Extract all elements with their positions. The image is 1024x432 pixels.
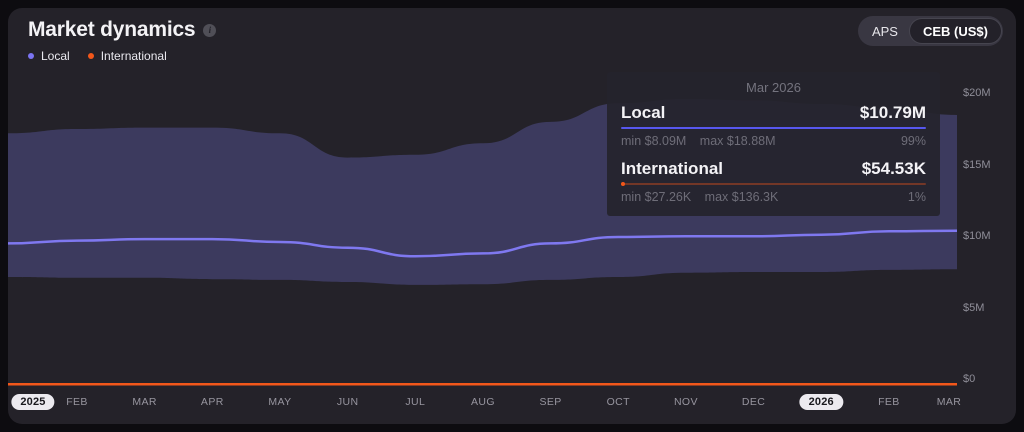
x-axis-year-pill: 2025 bbox=[11, 394, 54, 410]
x-axis-label: MAR bbox=[937, 396, 962, 408]
chart-legend: Local International bbox=[28, 49, 216, 63]
currency-toggle: APS CEB (US$) bbox=[858, 16, 1003, 46]
market-dynamics-card: Market dynamics i Local International AP… bbox=[8, 8, 1016, 424]
y-axis-label: $5M bbox=[963, 302, 984, 314]
y-axis-label: $20M bbox=[963, 87, 991, 99]
x-axis-label: NOV bbox=[674, 396, 698, 408]
toggle-option-aps[interactable]: APS bbox=[860, 20, 910, 43]
y-axis-label: $10M bbox=[963, 230, 991, 242]
x-axis-label: FEB bbox=[878, 396, 900, 408]
local-series-dot-icon bbox=[28, 53, 34, 59]
tooltip-min: min $27.26K bbox=[621, 190, 691, 204]
tooltip-date: Mar 2026 bbox=[621, 80, 926, 95]
y-axis-label: $15M bbox=[963, 159, 991, 171]
tooltip-series-name: Local bbox=[621, 100, 665, 125]
page-title: Market dynamics bbox=[28, 18, 195, 42]
tooltip-series-name: International bbox=[621, 156, 723, 181]
tooltip-local-rule bbox=[621, 127, 926, 129]
screenshot: Market dynamics i Local International AP… bbox=[0, 0, 1024, 432]
x-axis-label: AUG bbox=[471, 396, 495, 408]
x-axis-year-pill: 2026 bbox=[800, 394, 843, 410]
tooltip-min: min $8.09M bbox=[621, 134, 686, 148]
x-axis-label: JUL bbox=[405, 396, 425, 408]
rule-dot-icon bbox=[621, 182, 625, 186]
card-header: Market dynamics i Local International bbox=[28, 18, 216, 63]
tooltip-series-value: $10.79M bbox=[860, 100, 926, 125]
x-axis-label: DEC bbox=[742, 396, 765, 408]
tooltip-series-value: $54.53K bbox=[862, 156, 926, 181]
tooltip-international-rule bbox=[621, 183, 926, 185]
info-icon[interactable]: i bbox=[203, 24, 216, 37]
hover-tooltip: Mar 2026 Local $10.79M min $8.09M max $1… bbox=[607, 72, 940, 216]
international-series-dot-icon bbox=[88, 53, 94, 59]
tooltip-pct: 99% bbox=[901, 134, 926, 149]
legend-label: Local bbox=[41, 49, 70, 63]
x-axis-label: FEB bbox=[66, 396, 88, 408]
tooltip-max: max $136.3K bbox=[705, 190, 779, 204]
toggle-option-ceb-usd[interactable]: CEB (US$) bbox=[910, 19, 1001, 43]
x-axis-label: OCT bbox=[607, 396, 630, 408]
tooltip-pct: 1% bbox=[908, 190, 926, 205]
legend-item-local[interactable]: Local bbox=[28, 49, 70, 63]
x-axis-label: APR bbox=[201, 396, 224, 408]
legend-label: International bbox=[101, 49, 167, 63]
tooltip-max: max $18.88M bbox=[700, 134, 776, 148]
market-dynamics-chart[interactable] bbox=[8, 8, 1016, 424]
x-axis-label: SEP bbox=[540, 396, 562, 408]
legend-item-international[interactable]: International bbox=[88, 49, 167, 63]
x-axis-label: MAY bbox=[268, 396, 291, 408]
x-axis-label: JUN bbox=[337, 396, 359, 408]
y-axis-label: $0 bbox=[963, 373, 975, 385]
x-axis-label: MAR bbox=[132, 396, 157, 408]
